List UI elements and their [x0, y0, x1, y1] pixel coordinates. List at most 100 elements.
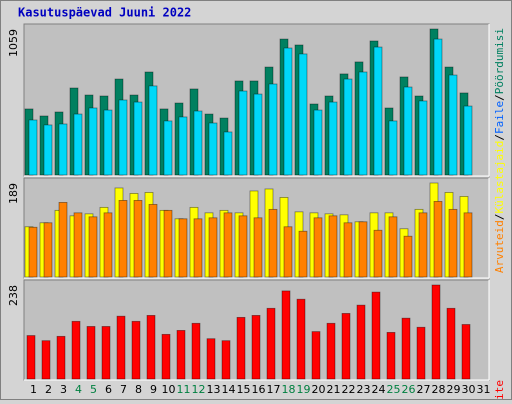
- bar: [118, 99, 128, 176]
- bar: [88, 107, 98, 176]
- bar: [178, 116, 188, 176]
- x-tick-label: 20: [312, 383, 326, 396]
- legend-separator: /: [493, 134, 506, 141]
- bar: [328, 101, 338, 176]
- bar: [388, 216, 398, 278]
- bar: [163, 209, 173, 278]
- legend-entry: Külastajaid: [493, 141, 506, 214]
- x-tick-label: 5: [90, 383, 97, 396]
- bar: [298, 230, 308, 278]
- x-tick-label: 27: [417, 383, 431, 396]
- bar: [161, 333, 171, 380]
- bar: [296, 298, 306, 380]
- bar: [373, 229, 383, 278]
- legend: KBaite: [493, 380, 506, 400]
- bar: [206, 338, 216, 380]
- chart-title: Kasutuspäevad Juuni 2022: [18, 6, 191, 20]
- x-tick-label: 16: [252, 383, 266, 396]
- bar: [433, 201, 443, 278]
- x-tick-label: 19: [297, 383, 311, 396]
- bar: [238, 90, 248, 176]
- bar: [163, 120, 173, 176]
- y-tick-label: 1059: [7, 29, 20, 57]
- bar: [118, 200, 128, 278]
- legend-entry: Arvuteid: [493, 220, 506, 273]
- bar: [71, 320, 81, 380]
- bar: [313, 109, 323, 176]
- bar: [431, 284, 441, 380]
- bar: [313, 217, 323, 278]
- x-tick-label: 11: [177, 383, 191, 396]
- bar: [208, 217, 218, 278]
- bar: [58, 201, 68, 278]
- bar: [356, 304, 366, 380]
- bar: [103, 212, 113, 278]
- bar: [26, 335, 36, 380]
- bar: [418, 212, 428, 278]
- bar: [236, 316, 246, 380]
- bar: [311, 331, 321, 380]
- x-tick-label: 29: [447, 383, 461, 396]
- bar: [178, 218, 188, 278]
- bar: [253, 93, 263, 176]
- x-tick-label: 21: [327, 383, 341, 396]
- bar: [281, 290, 291, 380]
- bar: [116, 315, 126, 380]
- bar: [283, 226, 293, 278]
- bar: [358, 221, 368, 278]
- bar: [58, 123, 68, 176]
- bar: [461, 324, 471, 380]
- x-tick-label: 7: [120, 383, 127, 396]
- bar: [401, 317, 411, 380]
- y-tick-label: 238: [7, 285, 20, 306]
- bar: [88, 216, 98, 278]
- bar: [463, 212, 473, 278]
- x-tick-label: 17: [267, 383, 281, 396]
- y-tick-label: 189: [7, 183, 20, 204]
- bar: [251, 315, 261, 380]
- legend: Arvuteid/Külastajaid/Faile/Pöördumisi: [493, 28, 506, 273]
- bar: [208, 122, 218, 176]
- bar: [238, 215, 248, 278]
- bar: [343, 78, 353, 176]
- x-tick-label: 3: [60, 383, 67, 396]
- bar: [223, 131, 233, 176]
- bar: [341, 313, 351, 380]
- x-tick-label: 23: [357, 383, 371, 396]
- bar: [448, 74, 458, 176]
- bar: [56, 335, 66, 380]
- legend-separator: /: [493, 94, 506, 101]
- x-tick-label: 1: [30, 383, 37, 396]
- bar: [28, 226, 38, 278]
- bar: [268, 208, 278, 278]
- bar: [131, 320, 141, 380]
- bar: [386, 331, 396, 380]
- x-tick-label: 10: [162, 383, 176, 396]
- x-tick-label: 2: [45, 383, 52, 396]
- bar: [191, 322, 201, 380]
- bar: [358, 71, 368, 176]
- bar: [148, 203, 158, 278]
- x-tick-label: 26: [402, 383, 416, 396]
- bar: [148, 85, 158, 176]
- bar: [283, 47, 293, 176]
- bar: [446, 307, 456, 380]
- bar: [418, 100, 428, 176]
- bar: [221, 340, 231, 380]
- x-tick-label: 13: [207, 383, 221, 396]
- x-tick-label: 18: [282, 383, 296, 396]
- bar: [328, 215, 338, 278]
- bar: [448, 208, 458, 278]
- bar: [193, 110, 203, 176]
- x-tick-label: 15: [237, 383, 251, 396]
- x-tick-label: 31: [477, 383, 491, 396]
- x-tick-label: 8: [135, 383, 142, 396]
- x-tick-label: 6: [105, 383, 112, 396]
- x-tick-label: 9: [150, 383, 157, 396]
- bar: [133, 101, 143, 176]
- x-tick-label: 30: [462, 383, 476, 396]
- bar: [403, 235, 413, 278]
- legend-entry: Faile: [493, 101, 506, 134]
- bar: [371, 291, 381, 380]
- bar: [101, 326, 111, 380]
